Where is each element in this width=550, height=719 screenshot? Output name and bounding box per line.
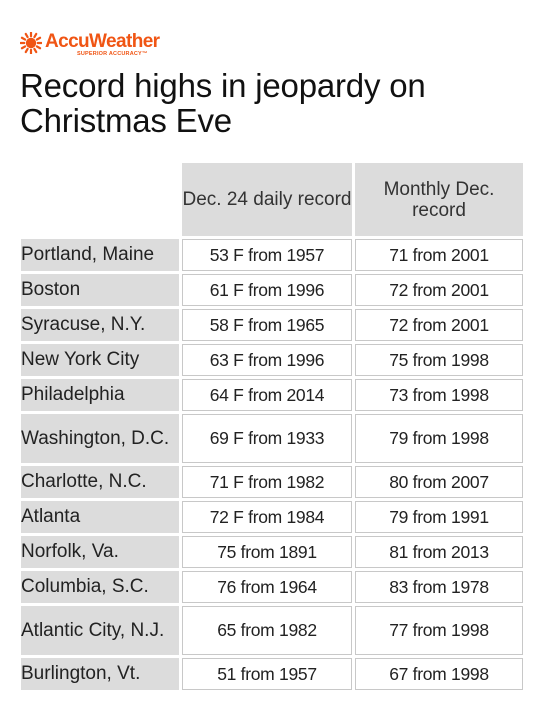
- city-cell: Atlantic City, N.J.: [21, 606, 179, 655]
- table-row: Atlantic City, N.J. 65 from 1982 77 from 1…: [21, 606, 523, 655]
- table-row: Washington, D.C. 69 F from 1933 79 from 19…: [21, 414, 523, 463]
- monthly-record-cell: 77 from 1998: [355, 606, 523, 655]
- daily-record-cell: 69 F from 1933: [182, 414, 352, 463]
- table-row: Burlington, Vt. 51 from 1957 67 from 1998: [21, 658, 523, 690]
- table-row: Charlotte, N.C. 71 F from 1982 80 from 200…: [21, 466, 523, 498]
- monthly-record-cell: 67 from 1998: [355, 658, 523, 690]
- monthly-record-header: Monthly Dec. record: [355, 163, 523, 236]
- table-row: Atlanta 72 F from 1984 79 from 1991: [21, 501, 523, 533]
- city-cell: Syracuse, N.Y.: [21, 309, 179, 341]
- monthly-record-cell: 79 from 1998: [355, 414, 523, 463]
- table-row: Syracuse, N.Y. 58 F from 1965 72 from 2001: [21, 309, 523, 341]
- monthly-record-cell: 80 from 2007: [355, 466, 523, 498]
- table-row: New York City 63 F from 1996 75 from 1998: [21, 344, 523, 376]
- table-row: Portland, Maine 53 F from 1957 71 from 200…: [21, 239, 523, 271]
- monthly-record-cell: 75 from 1998: [355, 344, 523, 376]
- daily-record-cell: 75 from 1891: [182, 536, 352, 568]
- table-header-row: Dec. 24 daily record Monthly Dec. record: [21, 163, 523, 236]
- table-row: Philadelphia 64 F from 2014 73 from 1998: [21, 379, 523, 411]
- city-cell: Norfolk, Va.: [21, 536, 179, 568]
- daily-record-cell: 58 F from 1965: [182, 309, 352, 341]
- table-body: Portland, Maine 53 F from 1957 71 from 200…: [21, 239, 523, 690]
- daily-record-cell: 71 F from 1982: [182, 466, 352, 498]
- monthly-record-cell: 83 from 1978: [355, 571, 523, 603]
- sun-icon: [20, 32, 42, 54]
- daily-record-cell: 72 F from 1984: [182, 501, 352, 533]
- monthly-record-cell: 71 from 2001: [355, 239, 523, 271]
- daily-record-header: Dec. 24 daily record: [182, 163, 352, 236]
- brand-name: AccuWeather: [45, 31, 160, 52]
- daily-record-cell: 64 F from 2014: [182, 379, 352, 411]
- brand-tagline: SUPERIOR ACCURACY™: [77, 51, 148, 57]
- city-cell: New York City: [21, 344, 179, 376]
- city-cell: Washington, D.C.: [21, 414, 179, 463]
- monthly-record-cell: 72 from 2001: [355, 309, 523, 341]
- daily-record-cell: 65 from 1982: [182, 606, 352, 655]
- monthly-record-cell: 73 from 1998: [355, 379, 523, 411]
- city-cell: Columbia, S.C.: [21, 571, 179, 603]
- monthly-record-cell: 79 from 1991: [355, 501, 523, 533]
- monthly-record-cell: 81 from 2013: [355, 536, 523, 568]
- daily-record-cell: 51 from 1957: [182, 658, 352, 690]
- city-cell: Portland, Maine: [21, 239, 179, 271]
- table-row: Boston 61 F from 1996 72 from 2001: [21, 274, 523, 306]
- records-table: Dec. 24 daily record Monthly Dec. record…: [18, 160, 526, 693]
- daily-record-cell: 63 F from 1996: [182, 344, 352, 376]
- page-title: Record highs in jeopardy on Christmas Ev…: [20, 67, 426, 139]
- city-cell: Boston: [21, 274, 179, 306]
- header-blank-cell: [21, 163, 179, 236]
- city-cell: Burlington, Vt.: [21, 658, 179, 690]
- daily-record-cell: 76 from 1964: [182, 571, 352, 603]
- monthly-record-cell: 72 from 2001: [355, 274, 523, 306]
- city-cell: Philadelphia: [21, 379, 179, 411]
- city-cell: Charlotte, N.C.: [21, 466, 179, 498]
- city-cell: Atlanta: [21, 501, 179, 533]
- table-row: Columbia, S.C. 76 from 1964 83 from 1978: [21, 571, 523, 603]
- daily-record-cell: 61 F from 1996: [182, 274, 352, 306]
- table-row: Norfolk, Va. 75 from 1891 81 from 2013: [21, 536, 523, 568]
- daily-record-cell: 53 F from 1957: [182, 239, 352, 271]
